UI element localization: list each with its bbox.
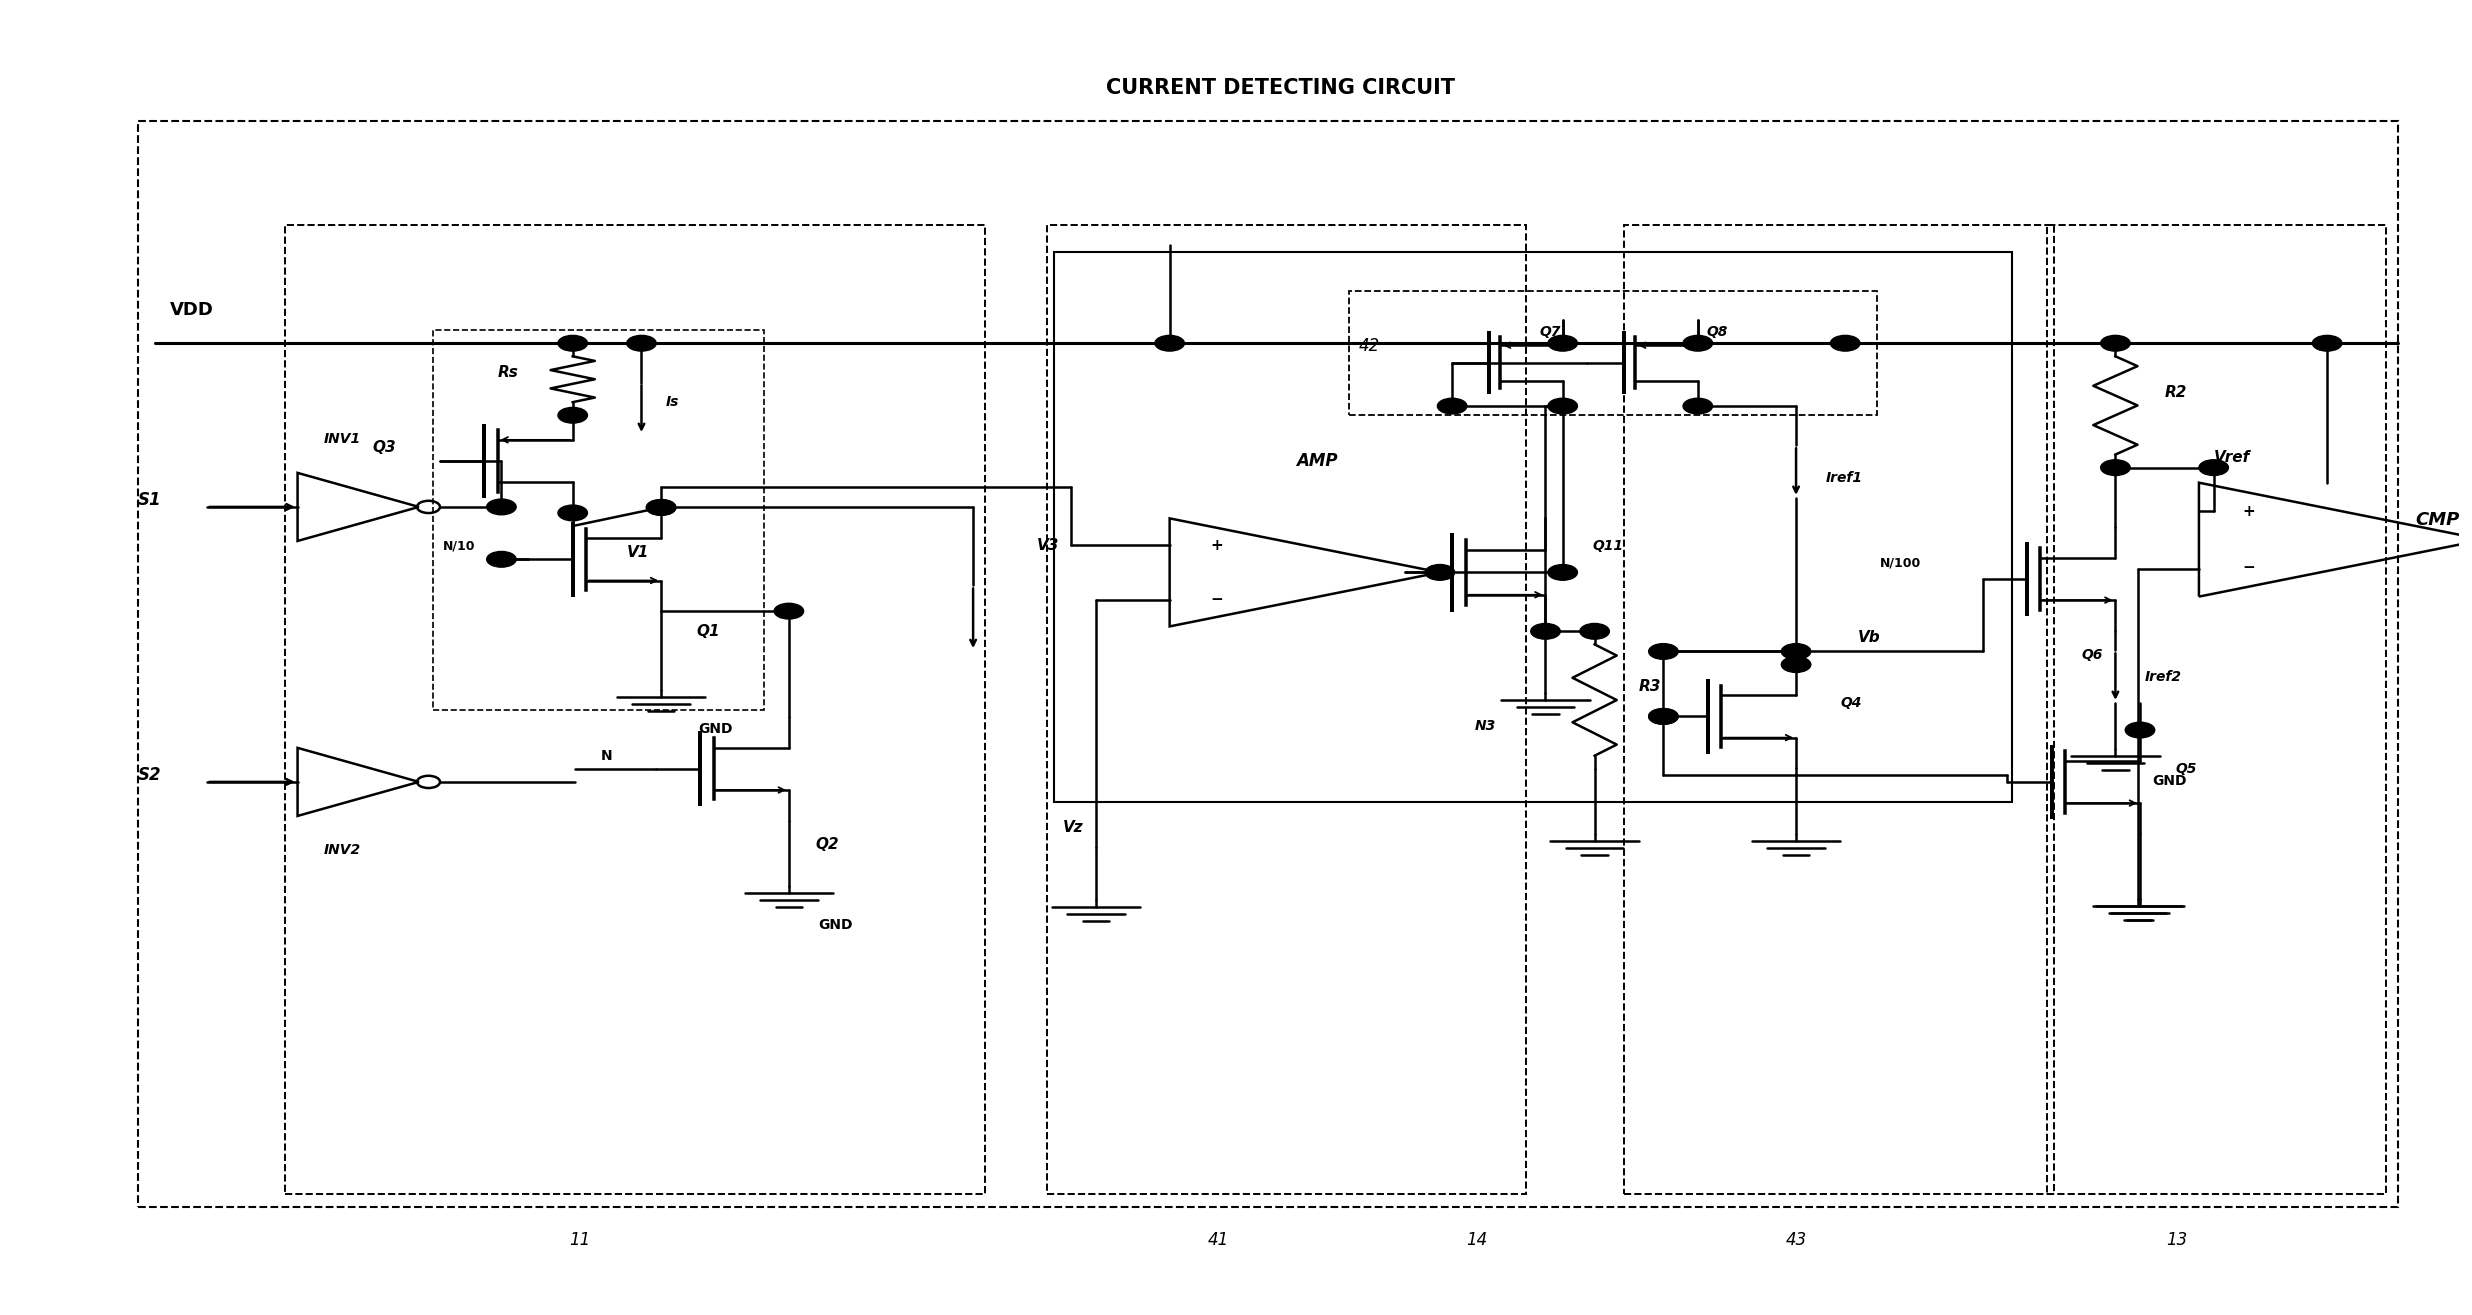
Text: GND: GND bbox=[2153, 775, 2188, 789]
Text: Q6: Q6 bbox=[2081, 648, 2104, 661]
Text: CURRENT DETECTING CIRCUIT: CURRENT DETECTING CIRCUIT bbox=[1105, 78, 1454, 97]
Circle shape bbox=[2126, 722, 2156, 738]
Circle shape bbox=[1547, 564, 1577, 580]
Text: Iref2: Iref2 bbox=[2146, 669, 2183, 684]
Text: V3: V3 bbox=[1036, 538, 1058, 552]
Circle shape bbox=[1436, 398, 1466, 414]
Text: Q4: Q4 bbox=[1839, 697, 1861, 710]
Bar bbox=[2047, 225, 2385, 1194]
Circle shape bbox=[1426, 564, 1454, 580]
Text: N: N bbox=[601, 748, 613, 763]
Text: N/10: N/10 bbox=[442, 539, 475, 552]
Bar bbox=[433, 330, 764, 710]
Text: Q11: Q11 bbox=[1592, 539, 1624, 554]
Text: 14: 14 bbox=[1466, 1231, 1488, 1249]
Bar bbox=[1046, 225, 1525, 1194]
Text: Q5: Q5 bbox=[2175, 761, 2198, 776]
Text: S1: S1 bbox=[138, 492, 161, 509]
Text: 42: 42 bbox=[1360, 337, 1379, 355]
Text: INV2: INV2 bbox=[324, 843, 361, 857]
Circle shape bbox=[1829, 335, 1859, 351]
Circle shape bbox=[1154, 335, 1184, 351]
Circle shape bbox=[2101, 335, 2131, 351]
Text: 43: 43 bbox=[1785, 1231, 1807, 1249]
Text: N/100: N/100 bbox=[1879, 556, 1921, 569]
Text: Q1: Q1 bbox=[697, 623, 719, 639]
Bar bbox=[138, 121, 2398, 1207]
Text: Rs: Rs bbox=[497, 366, 519, 380]
Text: N3: N3 bbox=[1476, 719, 1496, 734]
Text: Q7: Q7 bbox=[1540, 325, 1562, 339]
Text: Iref1: Iref1 bbox=[1824, 471, 1861, 485]
Text: Vref: Vref bbox=[2215, 450, 2250, 464]
Text: VDD: VDD bbox=[171, 301, 213, 320]
Text: CMP: CMP bbox=[2415, 512, 2460, 529]
Circle shape bbox=[1683, 335, 1713, 351]
Circle shape bbox=[1530, 623, 1560, 639]
Text: Is: Is bbox=[665, 396, 680, 409]
Text: GND: GND bbox=[697, 722, 732, 736]
Text: S2: S2 bbox=[138, 767, 161, 784]
Circle shape bbox=[487, 500, 517, 514]
Circle shape bbox=[1547, 335, 1577, 351]
Circle shape bbox=[1649, 709, 1678, 725]
Text: GND: GND bbox=[818, 918, 853, 932]
Circle shape bbox=[2311, 335, 2341, 351]
Circle shape bbox=[2200, 460, 2227, 476]
Circle shape bbox=[2101, 460, 2131, 476]
Text: Q2: Q2 bbox=[816, 838, 838, 852]
Circle shape bbox=[774, 604, 803, 619]
Circle shape bbox=[1683, 398, 1713, 414]
Bar bbox=[1053, 251, 2012, 802]
Circle shape bbox=[1547, 398, 1577, 414]
Circle shape bbox=[487, 551, 517, 567]
Text: +: + bbox=[1211, 538, 1224, 554]
Bar bbox=[1350, 291, 1876, 416]
Text: Q3: Q3 bbox=[373, 441, 396, 455]
Circle shape bbox=[1649, 643, 1678, 659]
Text: 13: 13 bbox=[2165, 1231, 2188, 1249]
Text: 41: 41 bbox=[1209, 1231, 1229, 1249]
Circle shape bbox=[628, 335, 655, 351]
Text: AMP: AMP bbox=[1295, 452, 1337, 469]
Text: Q8: Q8 bbox=[1706, 325, 1728, 339]
Circle shape bbox=[645, 500, 675, 515]
Text: R3: R3 bbox=[1639, 680, 1661, 694]
Circle shape bbox=[1782, 656, 1812, 672]
Circle shape bbox=[645, 500, 675, 515]
Circle shape bbox=[559, 408, 588, 423]
Text: −: − bbox=[2242, 560, 2254, 575]
Circle shape bbox=[559, 335, 588, 351]
Bar bbox=[1624, 225, 2054, 1194]
Text: INV1: INV1 bbox=[324, 431, 361, 446]
Bar bbox=[284, 225, 986, 1194]
Text: Vb: Vb bbox=[1856, 630, 1881, 646]
Circle shape bbox=[1649, 709, 1678, 725]
Text: 11: 11 bbox=[569, 1231, 591, 1249]
Circle shape bbox=[1782, 643, 1812, 659]
Circle shape bbox=[559, 505, 588, 521]
Text: Vz: Vz bbox=[1063, 821, 1083, 835]
Text: +: + bbox=[2242, 504, 2254, 519]
Text: R2: R2 bbox=[2165, 385, 2188, 400]
Text: V1: V1 bbox=[628, 544, 650, 560]
Text: −: − bbox=[1211, 592, 1224, 606]
Circle shape bbox=[1580, 623, 1609, 639]
